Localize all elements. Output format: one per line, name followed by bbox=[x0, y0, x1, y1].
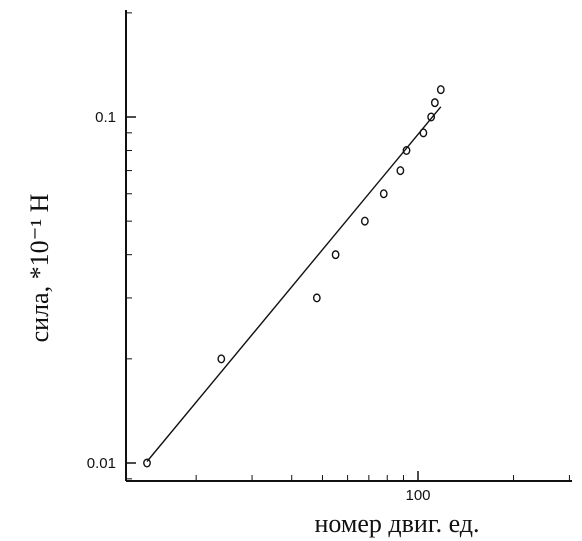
y-tick-label: 0.1 bbox=[95, 109, 116, 126]
data-point bbox=[379, 189, 388, 199]
y-ticks: 0.01 0.1 bbox=[87, 12, 136, 480]
data-point bbox=[427, 112, 436, 122]
data-point bbox=[331, 250, 340, 260]
data-point bbox=[360, 216, 369, 226]
data-point bbox=[217, 354, 226, 364]
data-point bbox=[396, 166, 405, 176]
data-point bbox=[312, 293, 321, 303]
fit-line-group bbox=[146, 106, 442, 462]
data-point bbox=[436, 85, 445, 95]
data-point bbox=[143, 458, 151, 468]
data-point bbox=[430, 98, 439, 108]
axes bbox=[125, 10, 572, 482]
x-ticks: 100 bbox=[195, 471, 570, 504]
data-point bbox=[419, 128, 428, 138]
data-points bbox=[143, 85, 445, 468]
fit-line bbox=[146, 106, 442, 462]
y-axis-title: сила, *10⁻¹ Н bbox=[25, 193, 54, 342]
y-tick-label: 0.01 bbox=[87, 455, 116, 472]
x-axis-title: номер двиг. ед. bbox=[315, 509, 480, 538]
data-point bbox=[402, 146, 411, 156]
x-tick-label: 100 bbox=[405, 487, 430, 504]
